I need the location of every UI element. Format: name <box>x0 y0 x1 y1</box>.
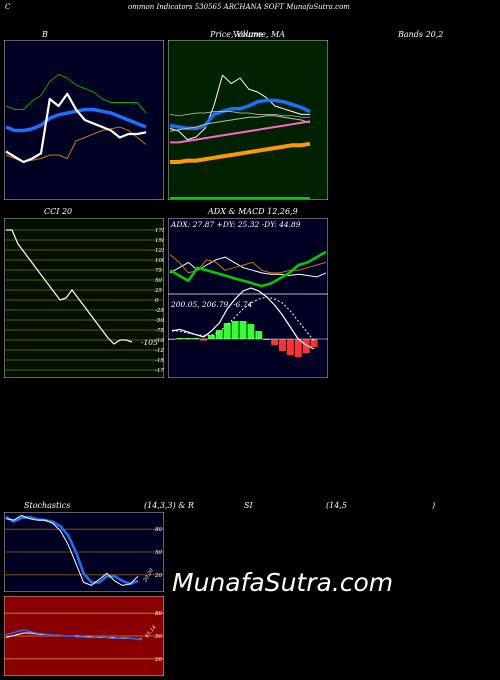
rsi-tick-label: 20 <box>154 657 162 663</box>
pv-series-4 <box>170 141 311 164</box>
rsi-tick-label: 80 <box>155 611 162 617</box>
pv-ma-thin <box>169 111 310 118</box>
bands-label: Bands 20,2 <box>398 30 444 39</box>
macd-histogram-bar <box>302 339 310 353</box>
macd-histogram-bar <box>310 339 318 347</box>
volume-overlap-label: Volume <box>233 30 263 39</box>
cci-tick-label: -175 <box>155 368 164 374</box>
macd-readout: 200.05, 206.79, -6.74 <box>170 300 252 309</box>
macd-histogram-bar <box>207 335 215 339</box>
adx-macd-label: ADX & MACD 12,26,9 <box>208 207 298 216</box>
rsi-line <box>5 629 143 641</box>
cci-background <box>4 218 164 378</box>
cci-tick-label: -150 <box>155 358 164 364</box>
adx-readout: ADX: 27.87 +DY: 25.32 -DY: 44.89 <box>170 220 301 229</box>
price-volume-chart <box>168 40 328 200</box>
macd-histogram-bar <box>231 321 239 339</box>
bb-label: B <box>42 30 48 39</box>
macd-histogram-bar <box>271 339 279 345</box>
macd-histogram-bar <box>286 339 294 355</box>
stoch-tick-label: 50 <box>155 550 162 556</box>
pv-series-2 <box>169 115 311 132</box>
cci-tick-label: 50 <box>155 278 162 284</box>
cci-tick-label: -125 <box>155 348 164 354</box>
bb-series-2 <box>5 126 147 163</box>
cci-tick-label: 150 <box>155 238 164 244</box>
stoch-tick-label: 80 <box>155 527 162 533</box>
bb-series-3 <box>5 92 147 164</box>
macd-histogram-bar <box>294 339 302 357</box>
stochastics-params-label: (14,3,3) & R <box>144 501 194 510</box>
header-c: C <box>5 3 11 11</box>
macd-histogram-bar <box>192 338 200 339</box>
cci-label: CCI 20 <box>44 207 73 216</box>
cci-tick-label: -100 <box>155 338 164 344</box>
cci-tick-label: -50 <box>155 318 164 324</box>
pv-background <box>168 40 328 200</box>
macd-signal-line <box>171 296 315 342</box>
stoch-k-line <box>5 515 139 586</box>
cci-tick-label: 100 <box>155 258 164 264</box>
rsi-tick-label: 50 <box>155 634 162 640</box>
macd-histogram-bar <box>255 331 263 339</box>
price-volume-panel <box>168 40 328 200</box>
cci-tick-label: 0 <box>155 298 159 304</box>
cci-line <box>6 229 133 345</box>
adx-macd-panel: ADX: 27.87 +DY: 25.32 -DY: 44.89 200.05, … <box>168 218 328 378</box>
stochastics-panel: 80 50 20 20.20 <box>4 512 164 592</box>
rsi-label: SI <box>244 501 253 510</box>
stochastics-label: Stochastics <box>24 501 71 510</box>
stoch-d-line <box>5 515 139 586</box>
adx-series-2 <box>169 250 327 288</box>
macd-histogram-bar <box>278 339 286 351</box>
macd-histogram-bar <box>223 323 231 339</box>
cci-tick-label: 25 <box>154 288 162 294</box>
cci-chart: 175 150 125 100 75 50 25 0 -25 -50 -75 -100 -125 -150… <box>4 218 164 378</box>
stoch-tick-label: 20 <box>154 573 162 579</box>
macd-histogram-bar <box>200 339 208 341</box>
price-volume-ma-label: Price, Volume, MA <box>210 30 286 39</box>
cci-tick-label: -25 <box>155 308 164 314</box>
cci-tick-label: 125 <box>155 248 164 254</box>
watermark: MunafaSutra.com <box>172 568 394 597</box>
cci-tick-label: 175 <box>155 228 164 234</box>
cci-value-label: -105 <box>141 338 158 347</box>
macd-histogram-bar <box>176 338 184 339</box>
page-title: ommon Indicators 530565 ARCHANA SOFT Mun… <box>128 3 350 11</box>
cci-tick-label: 75 <box>155 268 162 274</box>
macd-histogram-bar <box>184 338 192 339</box>
macd-histogram-bar <box>239 321 247 339</box>
bb-series-1 <box>5 107 147 133</box>
adx-background <box>168 218 328 378</box>
bb-series-0 <box>5 74 147 114</box>
macd-histogram-bar <box>215 330 223 339</box>
cci-tick-label: -75 <box>155 328 164 334</box>
pv-series-3 <box>170 120 311 144</box>
rsi-params-close: ) <box>432 501 436 510</box>
rsi-panel: 80 50 20 45.14 <box>4 596 164 676</box>
pv-series-0 <box>169 74 310 141</box>
adx-macd-chart: ADX: 27.87 +DY: 25.32 -DY: 44.89 200.05, … <box>168 218 328 378</box>
macd-histogram-bar <box>247 324 255 339</box>
bollinger-chart <box>4 40 164 200</box>
pv-series-1 <box>169 98 311 131</box>
rsi-params-label: (14,5 <box>326 501 347 510</box>
cci-panel: 175 150 125 100 75 50 25 0 -25 -50 -75 -100 -125 -150… <box>4 218 164 378</box>
macd-histogram-bar <box>263 339 271 340</box>
bollinger-panel <box>4 40 164 200</box>
macd-histogram-bar <box>168 339 176 340</box>
